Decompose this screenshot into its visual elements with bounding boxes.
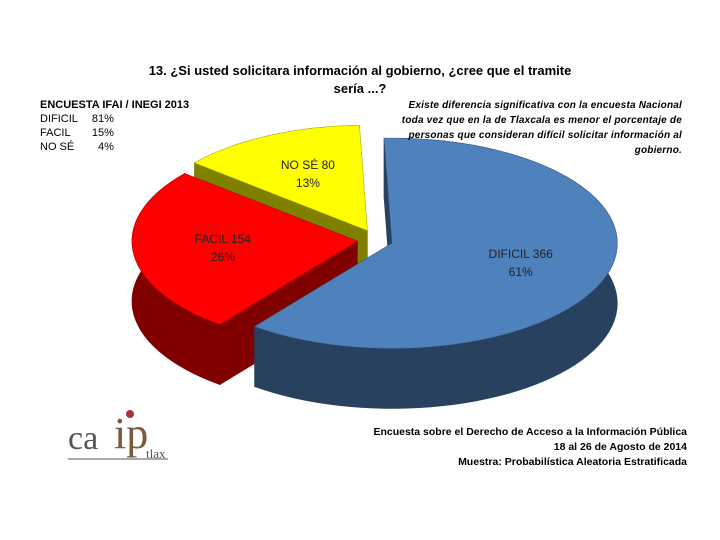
slice-value: 80 (321, 157, 335, 172)
comparison-box: ENCUESTA IFAI / INEGI 2013 DIFICIL 81% FAC… (40, 98, 189, 154)
logo-ca: ca (68, 420, 99, 457)
logo: ca ip tlax (68, 408, 178, 468)
slice-label: DIFICIL 366 61% (466, 245, 576, 281)
footer-line: 18 al 26 de Agosto de 2014 (553, 441, 687, 453)
footer: Encuesta sobre el Derecho de Acceso a la… (300, 425, 687, 470)
slice (194, 125, 368, 231)
slice-label: NO SÉ 80 13% (253, 156, 363, 192)
slice-percent: 61% (508, 264, 533, 279)
annotation: Existe diferencia significativa con la e… (401, 100, 682, 156)
slice (254, 138, 618, 349)
slice-label-line: NO SÉ 80 (253, 156, 363, 174)
slice-label-line: DIFICIL 366 (466, 245, 576, 263)
slice (131, 173, 358, 325)
logo-rule (68, 458, 168, 460)
slice-category: DIFICIL (488, 246, 530, 261)
logo-tlax: tlax (146, 446, 166, 461)
slice-percent: 26% (210, 249, 235, 264)
comparison-label: NO SÉ (40, 141, 75, 153)
footer-line: Muestra: Probabilística Aleatoria Estrat… (458, 456, 687, 468)
comparison-value: 15% (91, 127, 114, 139)
slice-category: NO SÉ (280, 157, 319, 172)
slice-value: 366 (532, 246, 553, 261)
footer-line: Encuesta sobre el Derecho de Acceso a la… (373, 426, 687, 438)
comparison-row: DIFICIL 81% (40, 112, 128, 126)
slice-label: FACIL 154 26% (168, 230, 278, 266)
slice-label-line: FACIL 154 (168, 230, 278, 248)
slice-percent: 13% (295, 175, 320, 190)
comparison-value: 4% (98, 141, 114, 153)
comparison-row: FACIL 15% (40, 126, 128, 140)
comparison-table: DIFICIL 81% FACIL 15% NO SÉ 4% (40, 112, 128, 154)
comparison-row: NO SÉ 4% (40, 140, 128, 154)
slice-value: 154 (231, 231, 252, 246)
slice-category: FACIL (194, 231, 228, 246)
comparison-value: 81% (91, 113, 114, 125)
comparison-label: FACIL (40, 127, 71, 139)
chart-title: 13. ¿Si usted solicitara información al … (148, 63, 572, 96)
comparison-title: ENCUESTA IFAI / INEGI 2013 (40, 99, 190, 111)
logo-dot (126, 410, 134, 418)
comparison-label: DIFICIL (40, 113, 78, 125)
